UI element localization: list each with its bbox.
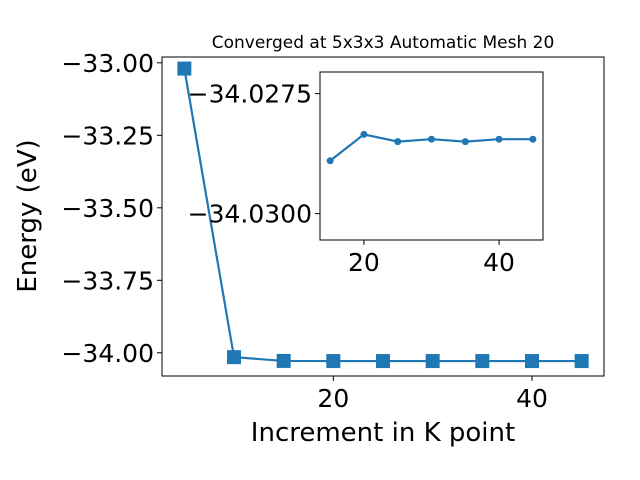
inset-data-point: [495, 135, 503, 143]
main-data-point: [475, 354, 490, 369]
main-data-point: [276, 353, 291, 368]
main-data-point: [227, 350, 242, 365]
inset-data-point: [394, 138, 402, 146]
inset-data-point: [529, 135, 537, 143]
inset-x-tick-label: 40: [483, 248, 515, 277]
x-axis-label: Increment in K point: [251, 418, 515, 448]
main-ticks: 20 40 −34.00 −33.75 −33.50 −33.25 −33.00: [61, 49, 547, 413]
main-data-point: [376, 354, 390, 369]
main-y-tick-label: −33.00: [61, 49, 154, 78]
main-y-tick-label: −33.50: [61, 194, 154, 223]
main-plot: Converged at 5x3x3 Automatic Mesh 20 Inc…: [13, 33, 605, 448]
inset-y-tick-label: −34.0300: [188, 200, 312, 229]
inset-data-point: [428, 135, 435, 143]
main-x-tick-label: 40: [516, 384, 548, 413]
inset-data-point: [360, 130, 368, 138]
main-y-tick-label: −33.25: [61, 121, 154, 150]
y-axis-label: Energy (eV): [13, 139, 43, 292]
main-data-point: [326, 354, 341, 369]
inset-plot: 20 40 −34.0300 −34.0275: [188, 71, 544, 277]
main-y-tick-label: −33.75: [61, 266, 154, 295]
chart-title: Converged at 5x3x3 Automatic Mesh 20: [212, 33, 555, 53]
inset-plot-background: [320, 72, 543, 240]
main-data-point: [177, 61, 192, 76]
main-data-point: [524, 354, 539, 369]
inset-series: [326, 130, 537, 165]
main-series: [177, 61, 589, 369]
inset-ticks: 20 40 −34.0300 −34.0275: [188, 80, 515, 277]
main-plot-frame: [161, 56, 605, 377]
inset-data-point: [461, 138, 469, 146]
main-data-point: [574, 354, 589, 369]
inset-data-point: [326, 157, 334, 165]
inset-x-tick-label: 20: [348, 248, 380, 277]
inset-y-tick-label: −34.0275: [188, 80, 312, 109]
main-data-point: [425, 354, 440, 369]
main-y-tick-label: −34.00: [61, 339, 154, 368]
main-x-tick-label: 20: [317, 384, 349, 413]
inset-plot-frame: [319, 71, 544, 241]
